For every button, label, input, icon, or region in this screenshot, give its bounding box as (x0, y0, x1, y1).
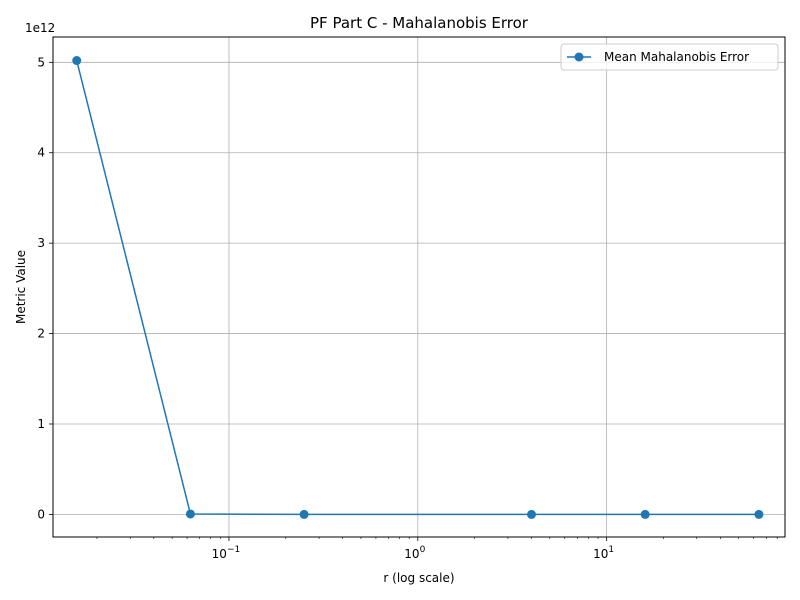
y-tick-label: 2 (37, 327, 45, 341)
series-layer (72, 56, 764, 519)
data-point (72, 56, 82, 66)
series-line (75, 60, 759, 516)
chart-title: PF Part C - Mahalanobis Error (310, 14, 529, 32)
y-axis-multiplier: 1e12 (25, 21, 55, 35)
data-point (754, 509, 764, 519)
data-point (640, 509, 650, 519)
y-tick-label: 5 (37, 55, 45, 69)
y-tick-label: 4 (37, 146, 45, 160)
x-tick-label: 10−1 (212, 545, 241, 561)
legend-entry-label: Mean Mahalanobis Error (604, 50, 749, 64)
y-axis-label: Metric Value (14, 250, 28, 324)
y-tick-label: 3 (37, 236, 45, 250)
y-tick-label: 0 (37, 507, 45, 521)
legend-marker-swatch (574, 52, 584, 62)
x-tick-label: 100 (404, 545, 425, 561)
data-point (526, 509, 536, 519)
data-point (185, 509, 195, 519)
x-tick-label: 101 (593, 545, 614, 561)
plot-frame (52, 36, 786, 538)
grid (53, 37, 785, 537)
y-tick-label: 1 (37, 417, 45, 431)
legend: Mean Mahalanobis Error (560, 43, 779, 71)
data-point (299, 509, 309, 519)
legend-box (560, 43, 779, 71)
x-axis-label: r (log scale) (383, 571, 454, 585)
